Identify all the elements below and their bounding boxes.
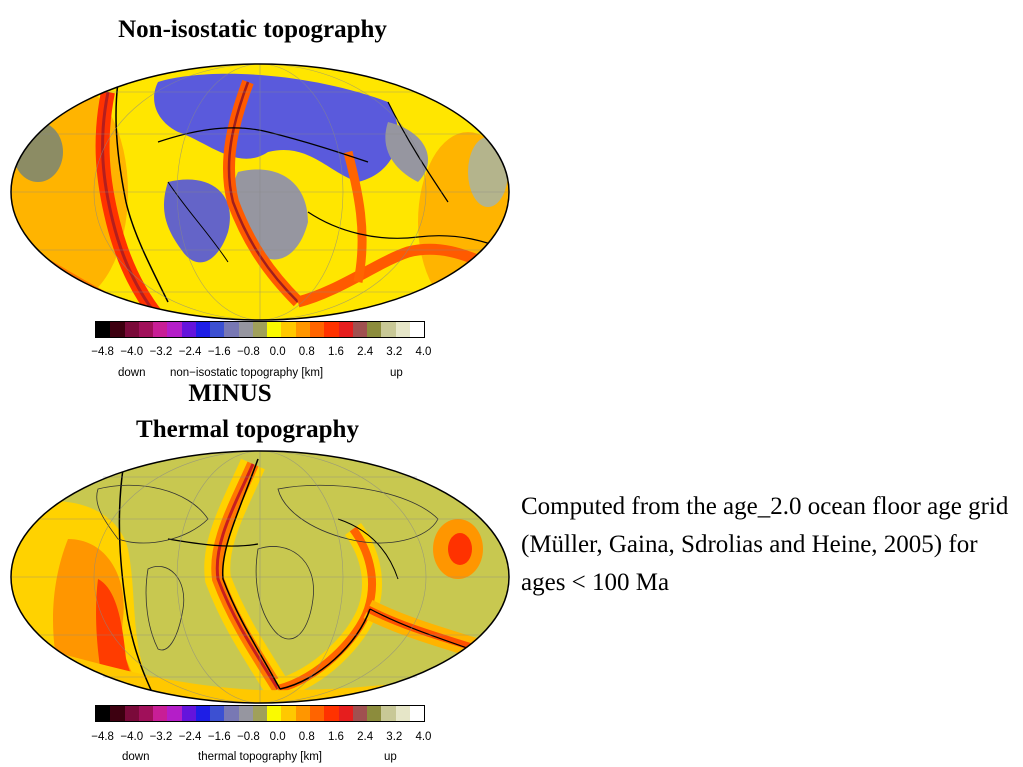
colorbar-swatch [324, 322, 339, 337]
colorbar-swatch [409, 706, 425, 721]
colorbar-swatch [224, 706, 239, 721]
colorbar-swatch [409, 322, 425, 337]
colorbar-swatch [210, 322, 225, 337]
colorbar-bottom-down-label: down [122, 751, 150, 763]
colorbar-tick-label: −1.6 [207, 346, 231, 358]
colorbar-tick-label: −4.8 [91, 346, 114, 358]
colorbar-swatch [381, 322, 396, 337]
colorbar-swatch [295, 322, 310, 337]
colorbar-top-up-label: up [390, 367, 403, 379]
colorbar-bottom [95, 705, 425, 722]
colorbar-swatch [281, 706, 296, 721]
minus-label: MINUS [188, 380, 272, 407]
colorbar-top [95, 321, 425, 338]
colorbar-swatch [395, 322, 410, 337]
colorbar-tick-label: −4.8 [91, 731, 114, 743]
colorbar-swatch [238, 322, 253, 337]
colorbar-tick-label: −3.2 [149, 346, 173, 358]
colorbar-tick-label: −0.8 [237, 731, 260, 743]
colorbar-bottom-axis-label: thermal topography [km] [198, 751, 323, 763]
colorbar-swatch [110, 322, 125, 337]
colorbar-swatch [367, 322, 382, 337]
colorbar-tick-label: 4.0 [415, 346, 432, 358]
colorbar-bottom-ticks: −4.8 −4.0 −3.2 −2.4 −1.6 −0.8 0.0 0.8 1.6 2.4 3.2 4… [88, 731, 438, 743]
colorbar-swatch [167, 706, 182, 721]
colorbar-swatch [181, 706, 196, 721]
non-isostatic-topography-map [10, 63, 510, 321]
colorbar-swatch [281, 322, 296, 337]
colorbar-tick-label: −1.6 [207, 731, 231, 743]
colorbar-tick-label: −3.2 [149, 731, 173, 743]
colorbar-tick-label: −2.4 [178, 731, 202, 743]
colorbar-swatch [324, 706, 339, 721]
colorbar-swatch [153, 706, 168, 721]
thermal-topography-map [10, 450, 510, 704]
colorbar-swatch [153, 322, 168, 337]
colorbar-swatch [352, 322, 368, 337]
colorbar-tick-label: 0.8 [298, 346, 315, 358]
colorbar-tick-label: −4.0 [120, 731, 144, 743]
colorbar-tick-label: 2.4 [357, 346, 374, 358]
colorbar-swatch [367, 706, 382, 721]
colorbar-swatch [195, 322, 211, 337]
colorbar-swatch [96, 706, 111, 721]
colorbar-swatch [252, 322, 268, 337]
colorbar-tick-label: 4.0 [415, 731, 432, 743]
colorbar-bottom-up-label: up [384, 751, 397, 763]
title-thermal: Thermal topography [136, 416, 359, 443]
colorbar-tick-label: −0.8 [237, 346, 260, 358]
colorbar-swatch [309, 322, 325, 337]
colorbar-swatch [267, 322, 282, 337]
colorbar-swatch [238, 706, 253, 721]
colorbar-tick-label: 0.0 [269, 346, 286, 358]
colorbar-swatch [224, 322, 239, 337]
colorbar-tick-label: −2.4 [178, 346, 202, 358]
colorbar-swatch [181, 322, 196, 337]
colorbar-top-axis-label: non−isostatic topography [km] [170, 367, 324, 379]
colorbar-tick-label: 3.2 [386, 346, 403, 358]
colorbar-tick-label: 1.6 [327, 731, 344, 743]
colorbar-swatch [138, 706, 154, 721]
colorbar-top-down-label: down [118, 367, 146, 379]
colorbar-tick-label: 0.8 [298, 731, 315, 743]
colorbar-swatch [195, 706, 211, 721]
colorbar-swatch [352, 706, 368, 721]
colorbar-swatch [124, 706, 139, 721]
colorbar-tick-label: 2.4 [357, 731, 374, 743]
colorbar-swatch [138, 322, 154, 337]
colorbar-swatch [167, 322, 182, 337]
colorbar-swatch [381, 706, 396, 721]
colorbar-tick-label: −4.0 [120, 346, 144, 358]
colorbar-swatch [96, 322, 111, 337]
colorbar-tick-label: 0.0 [269, 731, 286, 743]
colorbar-swatch [395, 706, 410, 721]
colorbar-swatch [124, 322, 139, 337]
colorbar-swatch [210, 706, 225, 721]
colorbar-swatch [267, 706, 282, 721]
colorbar-tick-label: 1.6 [327, 346, 344, 358]
colorbar-swatch [338, 322, 353, 337]
colorbar-swatch [110, 706, 125, 721]
colorbar-swatch [295, 706, 310, 721]
colorbar-swatch [252, 706, 268, 721]
source-note: Computed from the age_2.0 ocean floor ag… [521, 493, 1009, 596]
title-non-isostatic: Non-isostatic topography [118, 16, 387, 43]
colorbar-swatch [309, 706, 325, 721]
colorbar-top-ticks: −4.8 −4.0 −3.2 −2.4 −1.6 −0.8 0.0 0.8 1.6 2.4 3.2 4… [88, 346, 438, 358]
colorbar-tick-label: 3.2 [386, 731, 403, 743]
colorbar-swatch [338, 706, 353, 721]
